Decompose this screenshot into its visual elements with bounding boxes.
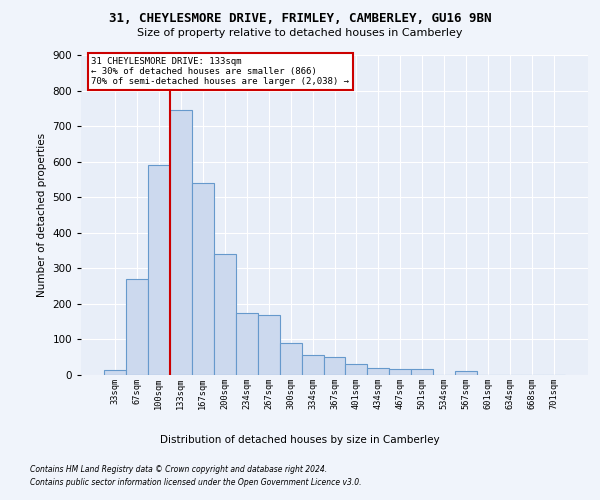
Bar	[236, 313, 257, 375]
Bar	[302, 356, 323, 375]
Bar	[389, 368, 412, 375]
Bar	[104, 370, 126, 375]
Text: Contains HM Land Registry data © Crown copyright and database right 2024.: Contains HM Land Registry data © Crown c…	[30, 466, 327, 474]
Bar	[346, 364, 367, 375]
Bar	[257, 314, 280, 375]
Bar	[412, 368, 433, 375]
Text: Contains public sector information licensed under the Open Government Licence v3: Contains public sector information licen…	[30, 478, 361, 487]
Bar	[192, 183, 214, 375]
Bar	[170, 110, 192, 375]
Bar	[280, 343, 302, 375]
Bar	[323, 357, 346, 375]
Text: Distribution of detached houses by size in Camberley: Distribution of detached houses by size …	[160, 435, 440, 445]
Bar	[126, 279, 148, 375]
Text: Size of property relative to detached houses in Camberley: Size of property relative to detached ho…	[137, 28, 463, 38]
Bar	[148, 165, 170, 375]
Text: 31 CHEYLESMORE DRIVE: 133sqm
← 30% of detached houses are smaller (866)
70% of s: 31 CHEYLESMORE DRIVE: 133sqm ← 30% of de…	[91, 56, 349, 86]
Y-axis label: Number of detached properties: Number of detached properties	[37, 133, 47, 297]
Bar	[455, 372, 477, 375]
Bar	[367, 368, 389, 375]
Bar	[214, 254, 236, 375]
Text: 31, CHEYLESMORE DRIVE, FRIMLEY, CAMBERLEY, GU16 9BN: 31, CHEYLESMORE DRIVE, FRIMLEY, CAMBERLE…	[109, 12, 491, 26]
